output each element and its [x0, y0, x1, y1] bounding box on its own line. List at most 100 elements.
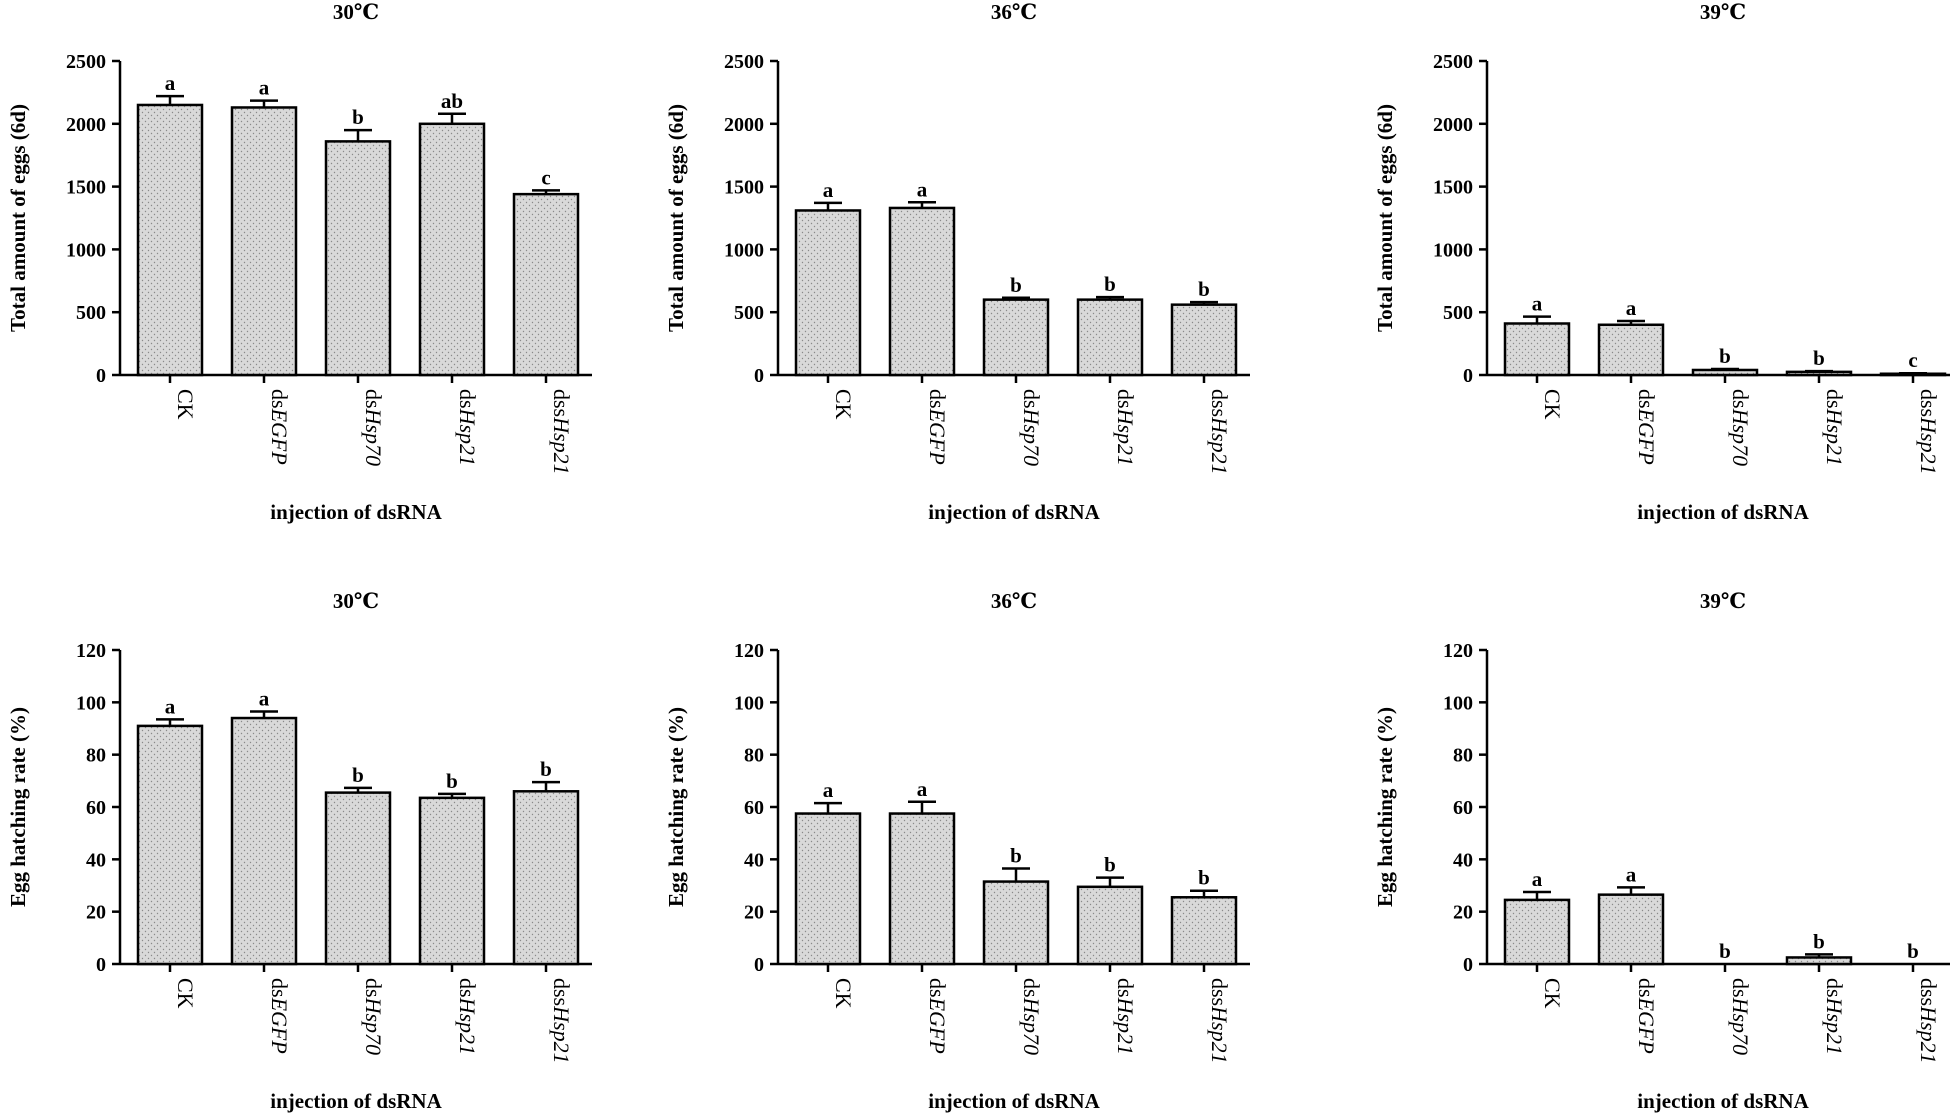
x-tick-label-gene: Hsp21	[549, 1005, 574, 1063]
significance-label: b	[1198, 866, 1210, 890]
x-tick-label: dsHsp21	[455, 389, 480, 466]
significance-label: c	[541, 165, 550, 189]
y-tick-label: 20	[1453, 902, 1473, 924]
x-tick-label-gene: Hsp21	[1113, 997, 1138, 1055]
y-tick-label: 60	[1453, 797, 1473, 819]
bar	[1170, 896, 1238, 966]
y-axis-label: Egg hatching rate (%)	[664, 707, 688, 907]
y-tick-label: 20	[744, 902, 764, 924]
bar	[888, 206, 956, 377]
significance-label: b	[352, 763, 364, 787]
x-tick-label: dsHsp21	[1113, 389, 1138, 466]
y-tick-label: 40	[1453, 849, 1473, 871]
x-tick-label-prefix: CK	[1540, 978, 1565, 1009]
significance-label: ab	[441, 89, 463, 113]
significance-label: a	[1626, 862, 1637, 886]
y-tick-label: 2500	[724, 51, 764, 73]
y-tick-label: 1000	[724, 239, 764, 261]
bar	[136, 103, 204, 377]
x-tick-label: CK	[1540, 389, 1565, 420]
x-tick-label-gene: Hsp21	[1822, 408, 1847, 466]
bar	[888, 812, 956, 966]
bar	[1691, 368, 1759, 377]
x-tick-label: dsHsp70	[1728, 389, 1753, 466]
x-tick-label-gene: Hsp21	[1113, 408, 1138, 466]
chart-title: 36℃	[991, 589, 1037, 613]
x-tick-label: dsHsp21	[455, 978, 480, 1055]
x-tick-label: dsEGFP	[925, 389, 950, 465]
x-tick-label: dsHsp21	[1113, 978, 1138, 1055]
chart-panel-3: 39℃ 0 500 1000 1500 2000 2500 Total amount of e…	[1373, 0, 1950, 524]
y-axis-label: Egg hatching rate (%)	[1373, 707, 1397, 907]
x-tick-label-gene: Hsp70	[1728, 408, 1753, 466]
x-tick-label-prefix: dss	[1916, 978, 1941, 1006]
y-tick-label: 2500	[66, 51, 106, 73]
y-axis-label: Total amount of eggs (6d)	[664, 104, 688, 332]
significance-label: b	[1104, 272, 1116, 296]
x-tick-label-prefix: ds	[361, 389, 386, 409]
significance-label: b	[1010, 273, 1022, 297]
x-tick-label: dsHsp70	[1728, 978, 1753, 1055]
x-tick-label-prefix: ds	[1019, 389, 1044, 409]
bar	[418, 122, 486, 377]
x-tick-label-gene: Hsp21	[1916, 416, 1941, 474]
x-axis-label: injection of dsRNA	[270, 1089, 442, 1113]
y-tick-label: 1500	[1433, 177, 1473, 199]
x-tick-label: dsHsp70	[1019, 978, 1044, 1055]
x-tick-label-gene: Hsp21	[1207, 416, 1232, 474]
significance-label: a	[1626, 296, 1637, 320]
x-tick-label-prefix: ds	[361, 978, 386, 998]
bar	[794, 812, 862, 966]
x-tick-label-prefix: dss	[549, 978, 574, 1006]
y-tick-label: 60	[86, 797, 106, 819]
bar	[230, 716, 298, 966]
y-tick-label: 1000	[66, 239, 106, 261]
bar	[1170, 303, 1238, 377]
x-tick-label-gene: EGFP	[1634, 408, 1659, 465]
x-axis-label: injection of dsRNA	[1637, 500, 1809, 524]
x-tick-label-gene: EGFP	[267, 408, 292, 465]
x-tick-label-gene: Hsp21	[1916, 1005, 1941, 1063]
x-axis-label: injection of dsRNA	[928, 500, 1100, 524]
chart-panel-6: 39℃ 0 20 40 60 80 100 120 Egg hatching rate (%) a…	[1373, 589, 1950, 1113]
y-tick-label: 0	[754, 365, 764, 387]
significance-label: a	[823, 178, 834, 202]
y-tick-label: 1000	[1433, 239, 1473, 261]
x-axis-label: injection of dsRNA	[928, 1089, 1100, 1113]
x-tick-label-prefix: ds	[455, 978, 480, 998]
x-tick-label: dsEGFP	[267, 978, 292, 1054]
x-tick-label-prefix: dss	[549, 389, 574, 417]
bar	[324, 791, 392, 966]
chart-title: 39℃	[1700, 589, 1746, 613]
x-tick-label: dsEGFP	[925, 978, 950, 1054]
x-tick-label-gene: Hsp21	[455, 408, 480, 466]
y-tick-label: 100	[1443, 692, 1473, 714]
bar	[324, 140, 392, 377]
significance-label: a	[1532, 292, 1543, 316]
significance-label: a	[1532, 867, 1543, 891]
significance-label: b	[1813, 929, 1825, 953]
bar	[512, 790, 580, 966]
y-tick-label: 1500	[66, 177, 106, 199]
significance-label: c	[1908, 348, 1917, 372]
y-tick-label: 2000	[1433, 114, 1473, 136]
significance-label: a	[917, 777, 928, 801]
y-tick-label: 20	[86, 902, 106, 924]
y-tick-label: 40	[744, 849, 764, 871]
x-tick-label-gene: EGFP	[925, 997, 950, 1054]
y-tick-label: 100	[734, 692, 764, 714]
bar	[794, 209, 862, 377]
x-tick-label: dssHsp21	[1916, 389, 1941, 475]
chart-panel-1: 30℃ 0 500 1000 1500 2000 2500 Total amount of e…	[6, 0, 592, 524]
x-tick-label: CK	[173, 389, 198, 420]
x-tick-label-gene: EGFP	[1634, 997, 1659, 1054]
y-tick-label: 100	[76, 692, 106, 714]
x-tick-label-gene: Hsp70	[1019, 997, 1044, 1055]
bar	[230, 106, 298, 377]
x-tick-label-prefix: ds	[267, 978, 292, 998]
significance-label: b	[1104, 853, 1116, 877]
x-tick-label-prefix: ds	[1728, 978, 1753, 998]
x-tick-label: dsEGFP	[267, 389, 292, 465]
bar	[982, 880, 1050, 966]
x-tick-label: CK	[1540, 978, 1565, 1009]
